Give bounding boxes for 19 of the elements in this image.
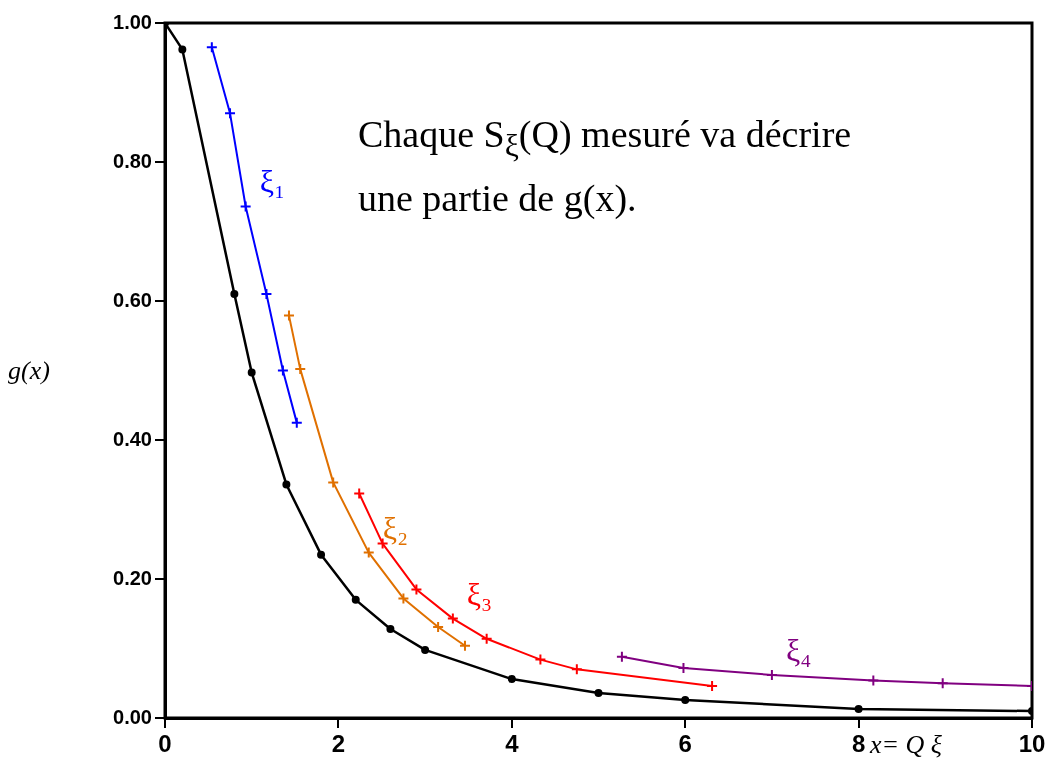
series-label: ξ₄ — [785, 631, 812, 668]
y-axis-title: g(x) — [8, 356, 50, 386]
series-label: ξ₃ — [466, 575, 493, 612]
x-tick-label: 2 — [331, 730, 346, 758]
annotation: Chaque S$_{ξ}$(Q) mesuré va décrire une partie de g(x). — [358, 112, 853, 221]
y-tick-label: 0.60 — [113, 288, 152, 311]
x-tick-label: 0 — [158, 730, 172, 758]
x-tick-label: 8 — [851, 730, 866, 758]
y-tick-label: 1.00 — [113, 10, 152, 33]
x-tick-label: 4 — [505, 730, 520, 758]
y-tick-label: 0.20 — [113, 566, 152, 589]
x-axis-title: x= Q ξ — [870, 730, 942, 760]
series-label: ξ₁ — [259, 163, 286, 200]
x-tick-label: 10 — [1018, 730, 1046, 758]
y-tick-label: 0.80 — [113, 149, 152, 172]
y-tick-label: 0.00 — [113, 705, 152, 728]
y-tick-label: 0.40 — [113, 427, 152, 450]
x-tick-label: 6 — [678, 730, 692, 758]
series-label: ξ₂ — [382, 509, 409, 546]
